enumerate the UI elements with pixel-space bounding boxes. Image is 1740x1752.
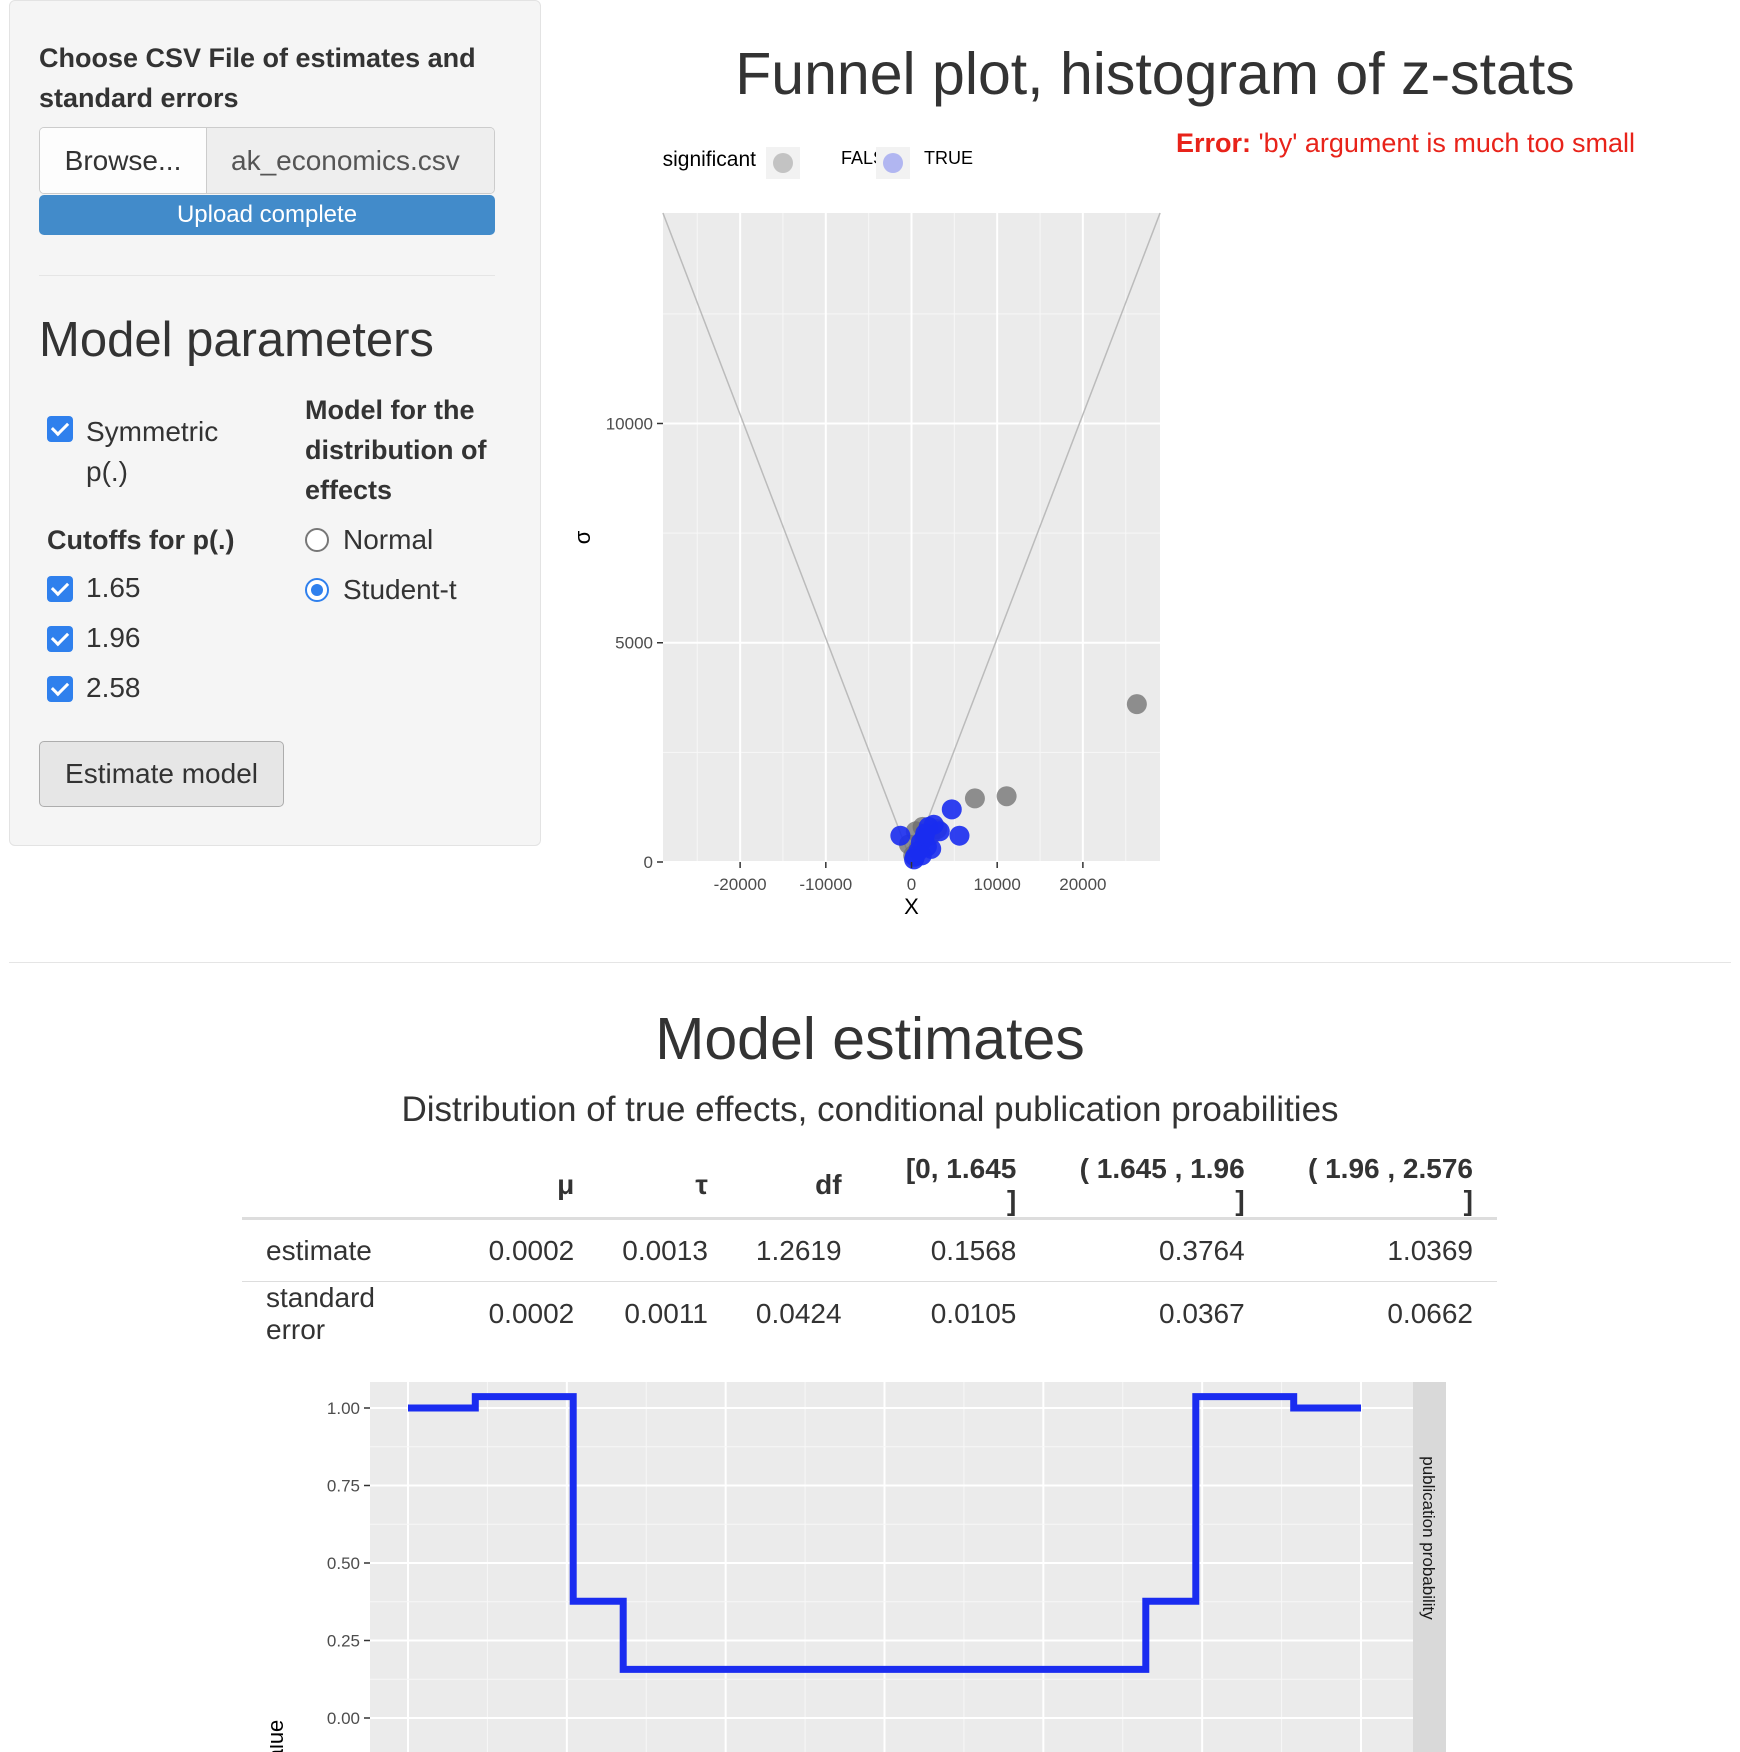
legend-key-bg	[766, 147, 800, 179]
cutoffs-label: Cutoffs for p(.)	[47, 525, 235, 555]
y-tick-label: 0.50	[327, 1554, 360, 1573]
legend-title: significant	[663, 148, 757, 171]
table-cell: 0.0002	[488, 1234, 575, 1266]
sidebar-divider	[39, 275, 495, 276]
y-tick-label: 0	[644, 853, 653, 872]
estimates-subtitle: Distribution of true effects, conditiona…	[401, 1090, 1339, 1129]
data-point-true	[949, 825, 970, 846]
x-tick-label: -20000	[714, 875, 767, 894]
table-cell: 0.0011	[598, 1281, 732, 1346]
error-prefix: Error:	[1176, 128, 1252, 158]
data-point-true	[941, 799, 962, 820]
x-tick-label: 20000	[1059, 875, 1106, 894]
legend-key-true	[883, 153, 903, 173]
estimates-title: Model estimates	[655, 1006, 1085, 1072]
funnel-plot: significant FALSE TRUE-20000 -10000 0 10000 20…	[570, 147, 1161, 919]
cutoff-checkbox-1[interactable]: 1.65	[47, 572, 141, 604]
table-cell: 0.0367	[1040, 1281, 1269, 1346]
table-cell: standard error	[242, 1281, 465, 1346]
y-tick-label: 0.25	[327, 1632, 360, 1651]
estimates-table: μ τ df [0, 1.645 ] ( 1.645 , 1.96 ] ( 1.…	[242, 1153, 1497, 1346]
cutoff-checkbox-3[interactable]: 2.58	[47, 672, 141, 704]
header-cell: [0, 1.645 ]	[865, 1153, 1041, 1220]
file-input-label: Choose CSV File of estimates and standar…	[39, 43, 476, 113]
cutoff-label: 2.58	[86, 672, 141, 703]
error-text: 'by' argument is much too small	[1258, 128, 1635, 158]
radio-student-t[interactable]: Student-t	[305, 574, 457, 606]
page-divider	[9, 962, 1731, 963]
cutoff-checkbox-2[interactable]: 1.96	[47, 622, 141, 654]
cutoff-label: 1.65	[86, 572, 141, 603]
y-tick-label: 0.75	[327, 1477, 360, 1496]
y-tick-label: 1.00	[327, 1399, 360, 1418]
table-cell: 0.0105	[865, 1281, 1041, 1346]
x-tick-label: -10000	[799, 875, 852, 894]
table-row: estimate 0.0002 0.0013 1.2619 0.1568 0.3…	[242, 1219, 1497, 1282]
table-cell: 1.0369	[1387, 1234, 1473, 1266]
radio-label: Normal	[343, 524, 434, 555]
y-tick-label: 0.00	[327, 1709, 360, 1728]
checkbox-checked-icon[interactable]	[47, 576, 73, 602]
table-cell: 1.2619	[755, 1234, 842, 1266]
y-tick-label: 10000	[606, 414, 653, 433]
data-point-false	[996, 786, 1017, 807]
table-row: standard error 0.0002 0.0011 0.0424 0.01…	[242, 1281, 1497, 1346]
legend-label-true: TRUE	[924, 148, 973, 168]
header-cell: μ	[464, 1153, 599, 1220]
x-tick-label: 0	[907, 875, 916, 894]
table-cell: estimate	[266, 1234, 372, 1266]
facet-strip-label: publication probability	[1419, 1456, 1438, 1620]
table-cell: 0.1568	[930, 1234, 1017, 1266]
funnel-line-right	[910, 212, 1161, 863]
symmetric-label: Symmetric p(.)	[86, 416, 219, 487]
radio-unselected-icon[interactable]	[305, 528, 329, 552]
file-name-field[interactable]: ak_economics.csv	[207, 128, 494, 193]
data-point-false	[1126, 694, 1147, 715]
table-cell: 0.3764	[1159, 1234, 1245, 1266]
distribution-label: Model for the distribution of effects	[305, 395, 487, 505]
y-tick-label: 5000	[615, 634, 653, 653]
header-cell: ( 1.96 , 2.576 ]	[1268, 1153, 1497, 1220]
radio-selected-icon[interactable]	[305, 578, 329, 602]
plot-panel	[370, 1382, 1413, 1752]
radio-normal[interactable]: Normal	[305, 524, 433, 556]
checkbox-checked-icon[interactable]	[47, 676, 73, 702]
radio-label: Student-t	[343, 574, 457, 605]
publication-probability-plot: publication probability 0.00 0.25 0.50 0.75 1…	[270, 1382, 1446, 1752]
y-axis-label: value	[270, 1720, 288, 1752]
x-axis-label: X	[904, 894, 919, 919]
y-axis-label: σ	[570, 530, 595, 544]
error-message: Error: 'by' argument is much too small	[1176, 128, 1635, 159]
browse-button[interactable]: Browse...	[40, 128, 207, 193]
funnel-title: Funnel plot, histogram of z-stats	[735, 41, 1575, 107]
x-tick-label: 10000	[974, 875, 1021, 894]
params-title: Model parameters	[39, 313, 434, 367]
header-cell: τ	[598, 1153, 732, 1220]
data-point-true	[890, 825, 911, 846]
table-cell: 0.0662	[1268, 1281, 1497, 1346]
header-cell: df	[731, 1153, 866, 1220]
legend-key-bg	[876, 147, 910, 179]
legend-key-false	[773, 153, 793, 173]
table-cell: 0.0424	[731, 1281, 866, 1346]
header-cell	[242, 1153, 465, 1220]
table-cell: 0.0013	[622, 1234, 708, 1266]
cutoff-label: 1.96	[86, 622, 141, 653]
file-input-group[interactable]: Browse... ak_economics.csv	[39, 127, 495, 194]
funnel-line-left	[662, 212, 913, 863]
data-point-false	[964, 788, 985, 809]
table-header-row: μ τ df [0, 1.645 ] ( 1.645 , 1.96 ] ( 1.…	[242, 1153, 1497, 1220]
header-cell: ( 1.645 , 1.96 ]	[1040, 1153, 1269, 1220]
checkbox-checked-icon[interactable]	[47, 416, 73, 442]
estimate-model-button[interactable]: Estimate model	[39, 741, 284, 807]
facet-strip	[1413, 1382, 1446, 1752]
symmetric-checkbox[interactable]: Symmetric p(.)	[47, 412, 246, 492]
checkbox-checked-icon[interactable]	[47, 626, 73, 652]
upload-progress-bar: Upload complete	[39, 195, 495, 235]
data-point-true	[915, 823, 936, 844]
table-cell: 0.0002	[464, 1281, 599, 1346]
publication-probability-line	[408, 1393, 1361, 1673]
data-point-true	[904, 849, 925, 870]
